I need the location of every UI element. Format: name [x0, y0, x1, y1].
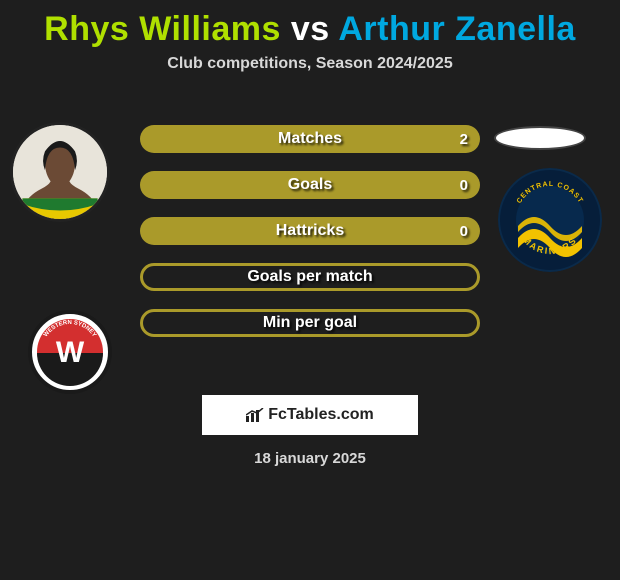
- brand-text: FcTables.com: [268, 406, 374, 424]
- player1-photo: [10, 122, 110, 222]
- stat-label: Goals: [140, 171, 480, 199]
- stat-row-goals-per-match: Goals per match: [140, 263, 480, 291]
- stat-label: Matches: [140, 125, 480, 153]
- stat-row-goals: Goals0: [140, 171, 480, 199]
- vs-text: vs: [281, 10, 338, 48]
- brand-logo: FcTables.com: [202, 395, 418, 435]
- stat-row-hattricks: Hattricks0: [140, 217, 480, 245]
- player1-club-badge: W WESTERN SYDNEY: [28, 310, 112, 394]
- date-text: 18 january 2025: [0, 450, 620, 467]
- stat-bars: Matches2Goals0Hattricks0Goals per matchM…: [140, 125, 480, 355]
- wanderers-badge-icon: W WESTERN SYDNEY: [28, 310, 112, 394]
- player2-photo-placeholder: [494, 126, 586, 150]
- player1-name: Rhys Williams: [44, 10, 281, 48]
- comparison-title: Rhys Williams vs Arthur Zanella: [0, 0, 620, 49]
- stat-row-min-per-goal: Min per goal: [140, 309, 480, 337]
- chart-icon: [246, 408, 264, 422]
- stat-value: 0: [460, 217, 468, 245]
- stat-label: Min per goal: [140, 309, 480, 337]
- stat-label: Goals per match: [140, 263, 480, 291]
- player2-club-badge: CENTRAL COAST MARINERS: [498, 168, 602, 272]
- player2-name: Arthur Zanella: [338, 10, 575, 48]
- mariners-badge-icon: CENTRAL COAST MARINERS: [498, 168, 602, 272]
- svg-text:W: W: [56, 336, 85, 369]
- subtitle: Club competitions, Season 2024/2025: [0, 55, 620, 73]
- stat-label: Hattricks: [140, 217, 480, 245]
- stat-value: 0: [460, 171, 468, 199]
- stat-value: 2: [460, 125, 468, 153]
- stat-row-matches: Matches2: [140, 125, 480, 153]
- player1-silhouette: [13, 125, 107, 219]
